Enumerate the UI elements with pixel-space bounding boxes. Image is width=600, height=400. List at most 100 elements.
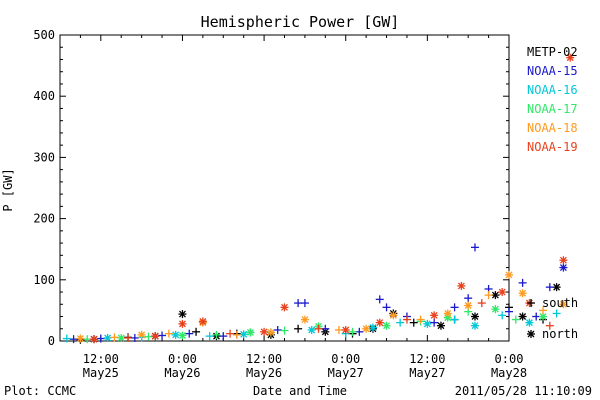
x-tick-time-label: 0:00 bbox=[168, 352, 197, 366]
data-point-south bbox=[464, 294, 473, 303]
data-point-south bbox=[130, 333, 139, 342]
data-point-north bbox=[178, 331, 187, 340]
data-point-north bbox=[375, 318, 384, 327]
data-point-south bbox=[205, 332, 214, 341]
data-point-north bbox=[280, 303, 289, 312]
x-axis: 12:00May250:00May2612:00May260:00May2712… bbox=[59, 35, 527, 380]
chart-title: Hemispheric Power [GW] bbox=[201, 13, 400, 31]
data-point-south bbox=[396, 318, 405, 327]
x-tick-date-label: May27 bbox=[409, 366, 445, 380]
data-point-north bbox=[171, 330, 180, 339]
data-point-south bbox=[83, 335, 92, 344]
marker-legend: south north bbox=[527, 296, 578, 341]
data-point-south bbox=[212, 330, 221, 339]
data-point-north bbox=[470, 321, 479, 330]
data-point-south bbox=[518, 278, 527, 287]
marker-legend-symbol-north bbox=[527, 330, 535, 338]
data-point-south bbox=[498, 311, 507, 320]
data-point-south bbox=[144, 332, 153, 341]
x-tick-date-label: May27 bbox=[328, 366, 364, 380]
data-point-south bbox=[416, 315, 425, 324]
data-point-south bbox=[484, 291, 493, 300]
data-point-south bbox=[450, 303, 459, 312]
data-point-north bbox=[151, 332, 160, 341]
data-point-north bbox=[389, 311, 398, 320]
data-point-north bbox=[525, 318, 534, 327]
plot-frame bbox=[59, 34, 510, 342]
data-point-north bbox=[382, 321, 391, 330]
legend-entry: NOAA-19 bbox=[527, 140, 578, 154]
data-point-north bbox=[552, 283, 561, 292]
data-point-south bbox=[532, 312, 541, 321]
x-tick-time-label: 12:00 bbox=[246, 352, 282, 366]
x-tick-date-label: May25 bbox=[83, 366, 119, 380]
data-point-north bbox=[368, 323, 377, 332]
x-tick-time-label: 12:00 bbox=[83, 352, 119, 366]
data-points bbox=[62, 53, 575, 344]
data-point-south bbox=[192, 327, 201, 336]
data-point-north bbox=[457, 281, 466, 290]
data-point-north bbox=[559, 263, 568, 272]
data-point-north bbox=[430, 311, 439, 320]
data-point-south bbox=[232, 330, 241, 339]
data-point-south bbox=[280, 326, 289, 335]
data-point-south bbox=[470, 243, 479, 252]
data-point-south bbox=[294, 324, 303, 333]
y-tick-label: 200 bbox=[33, 212, 55, 226]
data-point-south bbox=[62, 334, 71, 343]
data-point-north bbox=[103, 333, 112, 342]
data-point-north bbox=[518, 312, 527, 321]
y-axis: 0 100 200 300 400 500 bbox=[33, 28, 509, 348]
data-point-north bbox=[498, 288, 507, 297]
data-point-south bbox=[185, 329, 194, 338]
data-point-south bbox=[375, 295, 384, 304]
data-point-north bbox=[491, 291, 500, 300]
data-point-south bbox=[409, 318, 418, 327]
footer-timestamp: 2011/05/28 11:10:09 bbox=[455, 384, 592, 398]
y-tick-label: 100 bbox=[33, 273, 55, 287]
data-point-north bbox=[137, 330, 146, 339]
data-point-south bbox=[430, 318, 439, 327]
data-point-south bbox=[124, 333, 133, 342]
series-noaa-15 bbox=[69, 243, 568, 344]
data-point-south bbox=[334, 325, 343, 334]
data-point-north bbox=[436, 321, 445, 330]
data-point-north bbox=[266, 328, 275, 337]
data-point-south bbox=[226, 329, 235, 338]
x-tick-date-label: May26 bbox=[246, 366, 282, 380]
data-point-south bbox=[314, 324, 323, 333]
data-point-north bbox=[90, 335, 99, 344]
marker-legend-symbol-south bbox=[527, 299, 535, 307]
data-point-south bbox=[321, 324, 330, 333]
x-tick-time-label: 12:00 bbox=[409, 352, 445, 366]
series-noaa-17 bbox=[83, 305, 548, 344]
y-tick-label: 0 bbox=[48, 334, 55, 348]
x-tick-date-label: May26 bbox=[164, 366, 200, 380]
data-point-south bbox=[348, 327, 357, 336]
data-point-north bbox=[246, 328, 255, 337]
data-point-north bbox=[341, 325, 350, 334]
legend-entry: NOAA-16 bbox=[527, 83, 578, 97]
y-tick-label: 500 bbox=[33, 28, 55, 42]
x-tick-time-label: 0:00 bbox=[331, 352, 360, 366]
legend-entry: NOAA-18 bbox=[527, 121, 578, 135]
data-point-north bbox=[239, 330, 248, 339]
marker-legend-label: north bbox=[542, 327, 578, 341]
data-point-north bbox=[470, 312, 479, 321]
data-point-south bbox=[450, 315, 459, 324]
data-point-north bbox=[559, 300, 568, 309]
data-point-north bbox=[362, 324, 371, 333]
data-point-north bbox=[491, 305, 500, 314]
legend-entry: METP-02 bbox=[527, 45, 578, 59]
data-point-south bbox=[477, 299, 486, 308]
data-point-south bbox=[539, 306, 548, 315]
legend: METP-02 NOAA-15 NOAA-16 NOAA-17 NOAA-18 NOAA-… bbox=[527, 45, 578, 154]
data-point-south bbox=[164, 329, 173, 338]
data-point-south bbox=[219, 332, 228, 341]
data-point-south bbox=[96, 334, 105, 343]
data-point-south bbox=[382, 303, 391, 312]
y-tick-label: 300 bbox=[33, 150, 55, 164]
data-point-north bbox=[300, 315, 309, 324]
data-point-south bbox=[511, 315, 520, 324]
